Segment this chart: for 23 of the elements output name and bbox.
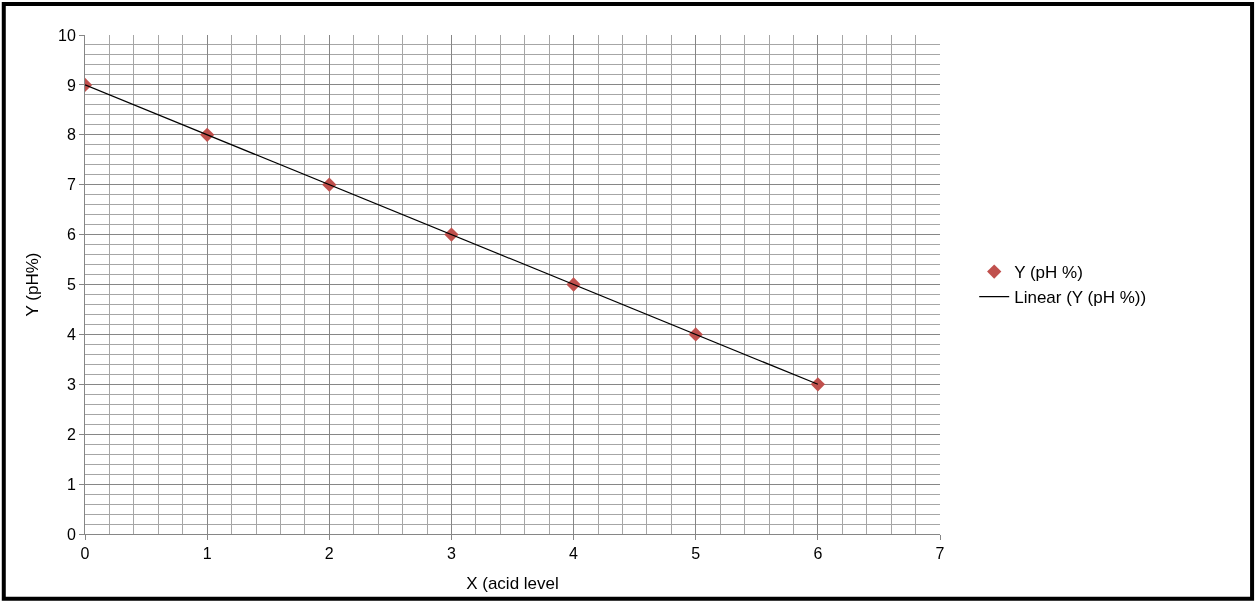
y-tick-label: 4 bbox=[66, 326, 76, 343]
y-tick-label: 3 bbox=[66, 375, 76, 393]
legend-label: Y (pH %) bbox=[1014, 263, 1083, 283]
y-tick-label: 10 bbox=[58, 26, 76, 44]
x-tick-label: 3 bbox=[446, 545, 456, 563]
x-tick-label: 5 bbox=[691, 545, 701, 563]
y-tick-label: 6 bbox=[66, 226, 76, 244]
y-tick-label: 0 bbox=[66, 525, 76, 543]
y-tick-label: 8 bbox=[66, 126, 76, 144]
x-tick-label: 6 bbox=[813, 545, 823, 563]
x-tick-label: 7 bbox=[935, 545, 945, 563]
y-tick-label: 5 bbox=[66, 276, 76, 294]
y-tick-label: 2 bbox=[66, 425, 76, 443]
y-tick-label: 7 bbox=[66, 176, 76, 194]
x-axis-title: X (acid level bbox=[466, 573, 559, 593]
x-tick-label: 1 bbox=[202, 545, 212, 563]
x-tick-label: 2 bbox=[324, 545, 334, 563]
x-tick-label: 0 bbox=[80, 545, 90, 563]
y-tick-label: 1 bbox=[66, 475, 76, 493]
y-axis-title: Y (pH%) bbox=[22, 252, 42, 317]
y-tick-label: 9 bbox=[66, 76, 76, 94]
x-tick-label: 4 bbox=[569, 545, 579, 563]
legend-label: Linear (Y (pH %)) bbox=[1014, 288, 1147, 308]
